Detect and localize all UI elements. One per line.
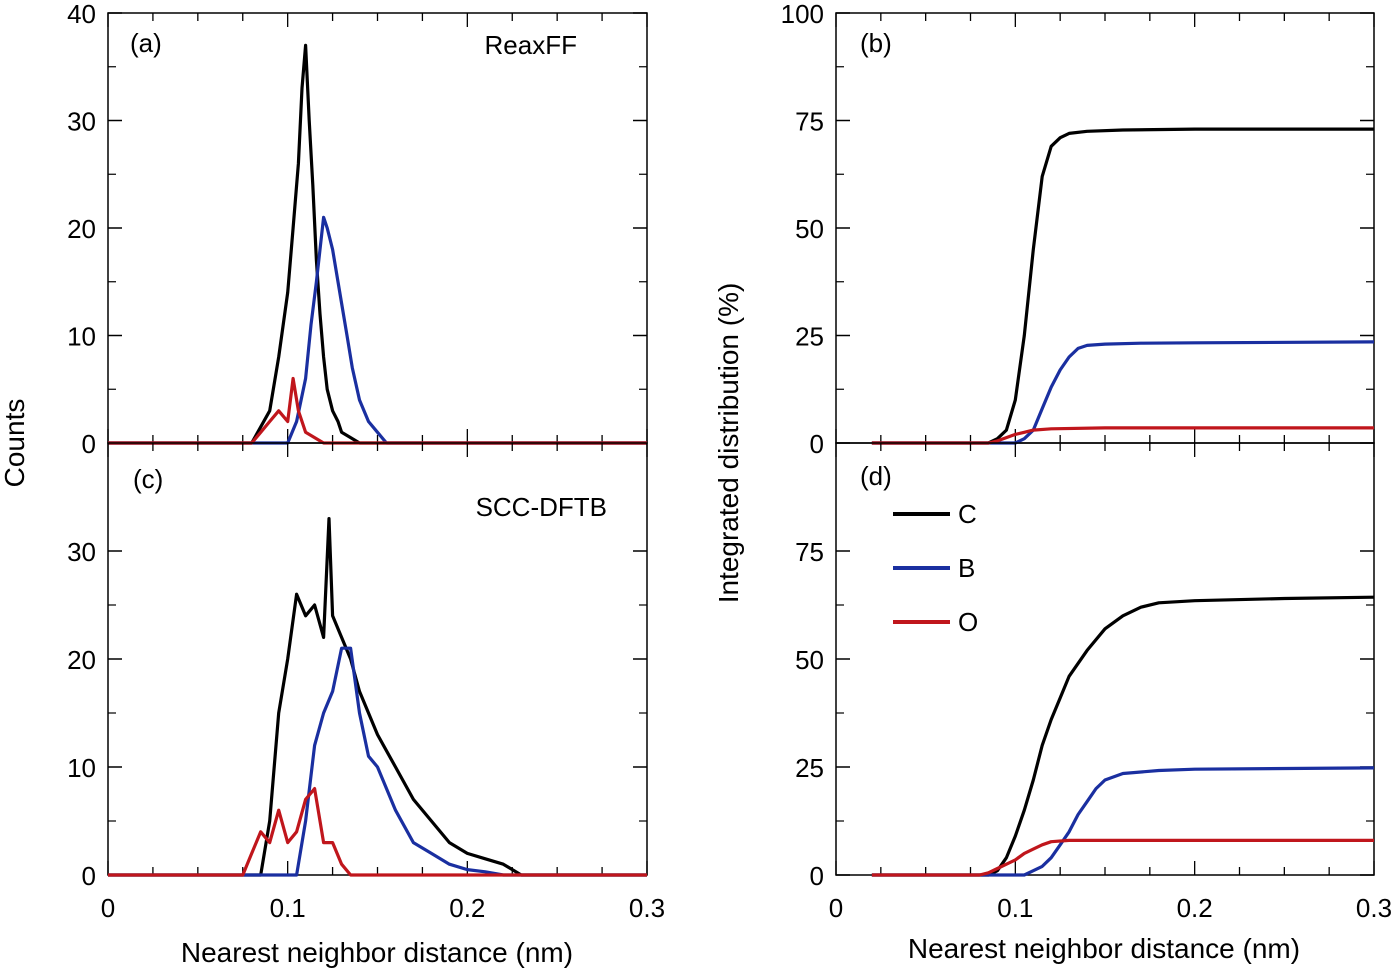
y-tick-label: 25	[795, 322, 824, 352]
legend-label-o: O	[958, 607, 978, 637]
series-line-o	[871, 426, 1374, 445]
panel-b: 0 25 50 75 100 (b)	[781, 0, 1375, 459]
y-tick-label: 20	[67, 214, 96, 244]
series-line-b	[871, 766, 1375, 877]
x-tick-label: 0.3	[1356, 893, 1392, 923]
legend-label-c: C	[958, 499, 977, 529]
series-line-c	[871, 127, 1374, 445]
y-tick-label: 50	[795, 645, 824, 675]
panel-c: 0 10 20 30 0 0.1 0.2 0.3 (c) SCC-DFTB	[67, 442, 665, 923]
right-y-axis-label: Integrated distribution (%)	[713, 283, 744, 604]
plot-frame	[835, 12, 1375, 444]
y-tick-label: 0	[82, 429, 96, 459]
series-line-c	[108, 43, 647, 445]
panel-a: 0 10 20 30 40 (a) ReaxFF	[67, 0, 648, 459]
series-line-b	[108, 646, 647, 877]
left-y-axis-label: Counts	[0, 399, 30, 488]
x-tick-label: 0.1	[997, 893, 1033, 923]
series-line-b	[108, 215, 647, 445]
y-tick-label: 0	[810, 429, 824, 459]
panel-label: (c)	[133, 464, 163, 494]
right-x-axis-label: Nearest neighbor distance (nm)	[908, 933, 1300, 964]
x-tick-label: 0.2	[1177, 893, 1213, 923]
y-tick-label: 10	[67, 753, 96, 783]
y-tick-label: 75	[795, 537, 824, 567]
y-tick-label: 30	[67, 107, 96, 137]
y-tick-label: 40	[67, 0, 96, 29]
y-tick-label: 100	[781, 0, 824, 29]
x-tick-label: 0	[829, 893, 843, 923]
series-line-o	[108, 376, 647, 445]
y-tick-label: 10	[67, 322, 96, 352]
x-tick-label: 0.2	[449, 893, 485, 923]
method-label: SCC-DFTB	[476, 492, 607, 522]
x-tick-label: 0.3	[629, 893, 665, 923]
legend-label-b: B	[958, 553, 975, 583]
legend: C B O	[893, 499, 978, 637]
series-line-c	[108, 516, 647, 877]
series-line-o	[871, 838, 1374, 877]
left-x-axis-label: Nearest neighbor distance (nm)	[181, 937, 573, 968]
y-tick-label: 0	[810, 861, 824, 891]
series-line-o	[108, 786, 647, 877]
plot-frame	[107, 12, 648, 444]
y-tick-label: 20	[67, 645, 96, 675]
y-tick-label: 75	[795, 107, 824, 137]
x-tick-label: 0.1	[270, 893, 306, 923]
series-line-c	[871, 595, 1375, 877]
series-line-b	[871, 340, 1375, 445]
panel-label: (a)	[130, 28, 162, 58]
y-tick-label: 50	[795, 214, 824, 244]
x-tick-label: 0	[101, 893, 115, 923]
y-tick-label: 30	[67, 537, 96, 567]
y-tick-label: 0	[82, 861, 96, 891]
panel-label: (b)	[860, 28, 892, 58]
panel-d: 0 25 50 75 0 0.1 0.2 0.3 (d)	[795, 442, 1392, 923]
plot-frame	[835, 442, 1375, 876]
y-tick-label: 25	[795, 753, 824, 783]
panel-label: (d)	[860, 461, 892, 491]
method-label: ReaxFF	[485, 30, 577, 60]
